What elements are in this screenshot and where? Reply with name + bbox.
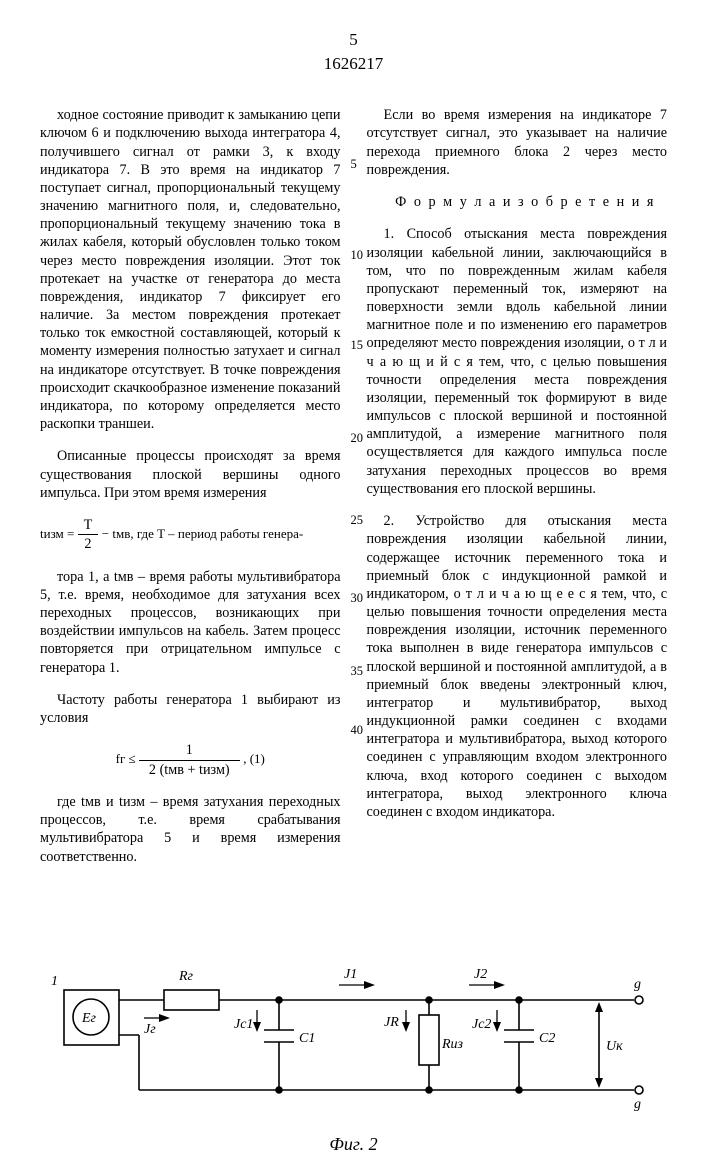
circuit-diagram-svg: 1 Eг Rг g g Jг <box>44 930 664 1130</box>
line-num: 10 <box>351 247 364 263</box>
line-num: 20 <box>351 430 364 446</box>
line-num: 25 <box>351 512 364 528</box>
line-num: 15 <box>351 337 364 353</box>
document-number: 1626217 <box>40 54 667 74</box>
claim-paragraph: 1. Способ отыскания места повреждения из… <box>367 225 668 498</box>
claim-paragraph: 2. Устройство для отыскания места повреж… <box>367 512 668 821</box>
formula-tail: − tмв, где T – период работы генера- <box>102 526 303 541</box>
formula-fg: fг ≤ 1 2 (tмв + tизм) , (1) <box>40 741 341 778</box>
line-num: 35 <box>351 663 364 679</box>
label: J2 <box>474 967 487 982</box>
formula-lhs: fг ≤ <box>116 751 139 766</box>
line-num: 5 <box>351 156 357 172</box>
right-column: 5 10 15 20 25 30 35 40 Если во время изм… <box>367 92 668 880</box>
formula-lhs: tизм = <box>40 526 78 541</box>
frac-top: T <box>78 516 99 535</box>
label: g <box>634 977 641 992</box>
figure-2: 1 Eг Rг g g Jг <box>40 930 667 1155</box>
label: Rиз <box>441 1037 464 1052</box>
frac-bot: 2 (tмв + tизм) <box>139 761 240 779</box>
text-paragraph: где tмв и tизм – время затухания переход… <box>40 793 341 866</box>
label: Uк <box>606 1039 623 1054</box>
page-number-left: 5 <box>40 30 667 50</box>
text-paragraph: тора 1, а tмв – время работы мультивибра… <box>40 568 341 677</box>
label: C1 <box>299 1031 315 1046</box>
text-paragraph: ходное состояние приводит к замыканию це… <box>40 106 341 433</box>
label: 1 <box>51 974 58 989</box>
figure-caption: Фиг. 2 <box>40 1134 667 1155</box>
text-paragraph: Если во время измерения на индикаторе 7 … <box>367 106 668 179</box>
label: g <box>634 1097 641 1112</box>
frac-bot: 2 <box>78 535 99 553</box>
label: C2 <box>539 1031 555 1046</box>
text-paragraph: Частоту работы генератора 1 выбирают из … <box>40 691 341 727</box>
label: Eг <box>81 1011 97 1026</box>
line-num: 40 <box>351 722 364 738</box>
line-num: 30 <box>351 590 364 606</box>
label: Jг <box>144 1022 156 1037</box>
label: J1 <box>344 967 357 982</box>
section-heading: Ф о р м у л а и з о б р е т е н и я <box>367 193 668 211</box>
label: JR <box>384 1015 399 1030</box>
left-column: ходное состояние приводит к замыканию це… <box>40 92 341 880</box>
frac-top: 1 <box>139 741 240 760</box>
label: Rг <box>178 969 194 984</box>
formula-end: , (1) <box>243 751 265 766</box>
formula-tizm: tизм = T 2 − tмв, где T – период работы … <box>40 516 341 553</box>
two-column-body: ходное состояние приводит к замыканию це… <box>40 92 667 880</box>
text-paragraph: Описанные процессы происходят за время с… <box>40 447 341 502</box>
label: Jс2 <box>472 1017 491 1032</box>
label: Jс1 <box>234 1017 253 1032</box>
